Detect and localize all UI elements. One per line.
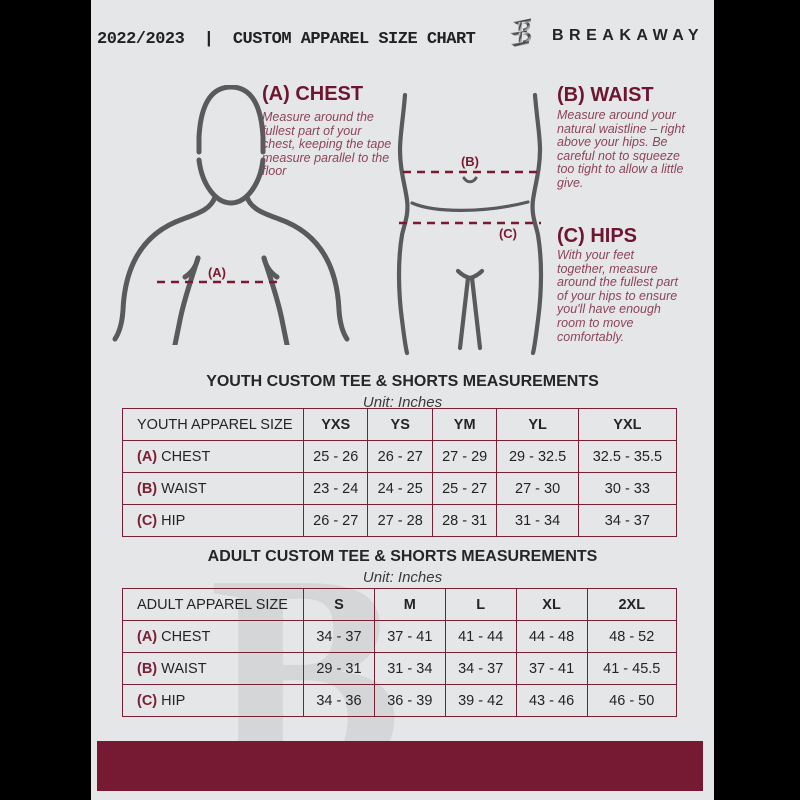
svg-text:(B): (B) <box>461 154 479 169</box>
svg-text:(C): (C) <box>499 226 517 241</box>
svg-text:(A): (A) <box>208 265 226 280</box>
